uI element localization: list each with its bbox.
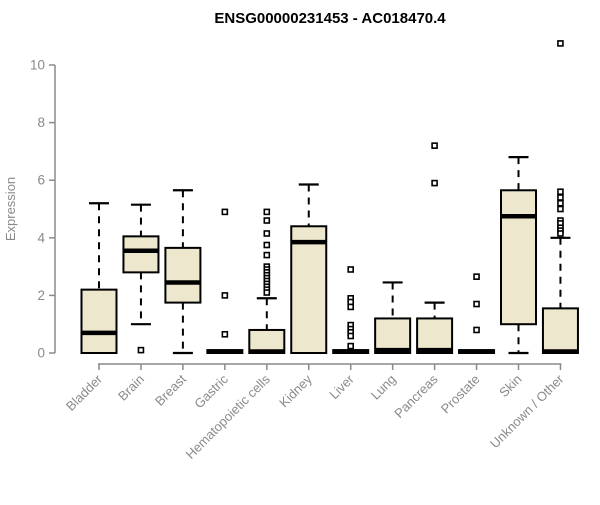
outlier-point bbox=[557, 194, 564, 201]
box-pancreas bbox=[416, 142, 454, 355]
outlier-point bbox=[263, 241, 271, 249]
outlier-point bbox=[263, 217, 271, 224]
iqr-box bbox=[416, 317, 454, 355]
outlier-point bbox=[557, 188, 564, 196]
box-hematopoietic-cells bbox=[248, 208, 286, 354]
box-prostate bbox=[458, 273, 496, 354]
x-tick-label: Skin bbox=[496, 372, 524, 400]
x-tick-label: Gastric bbox=[191, 371, 231, 411]
box-skin bbox=[500, 156, 537, 355]
box-lung bbox=[374, 281, 412, 355]
iqr-box bbox=[374, 317, 412, 355]
outlier-point bbox=[263, 251, 271, 259]
y-tick-label: 10 bbox=[30, 58, 45, 73]
x-tick-label: Breast bbox=[152, 371, 189, 408]
box-breast bbox=[164, 189, 202, 355]
outlier-point bbox=[263, 230, 271, 237]
outlier-point bbox=[347, 303, 355, 311]
x-tick-label: Bladder bbox=[63, 371, 106, 414]
y-tick-label: 2 bbox=[37, 288, 45, 303]
iqr-box bbox=[164, 246, 202, 304]
outlier-point bbox=[473, 273, 480, 280]
iqr-box bbox=[122, 235, 160, 274]
x-tick-label: Kidney bbox=[276, 371, 315, 410]
outlier-point bbox=[263, 208, 271, 216]
outlier-point bbox=[221, 330, 229, 338]
outlier-point bbox=[137, 346, 145, 354]
y-tick-label: 0 bbox=[37, 346, 45, 361]
outlier-point bbox=[431, 179, 438, 187]
outlier-point bbox=[431, 142, 438, 149]
iqr-box bbox=[80, 288, 118, 355]
x-tick-label: Unknown / Other bbox=[487, 371, 567, 451]
box-gastric bbox=[206, 208, 244, 354]
outlier-point bbox=[473, 326, 480, 334]
outlier-point bbox=[347, 266, 355, 273]
iqr-box bbox=[290, 225, 328, 354]
box-kidney bbox=[290, 183, 328, 354]
chart-title: ENSG00000231453 - AC018470.4 bbox=[214, 10, 446, 27]
outlier-point bbox=[557, 40, 564, 47]
box-brain bbox=[122, 203, 160, 354]
outlier-point bbox=[557, 205, 564, 213]
y-tick-label: 6 bbox=[37, 173, 45, 188]
x-tick-label: Pancreas bbox=[391, 371, 441, 421]
outlier-point bbox=[263, 289, 271, 296]
outlier-point bbox=[347, 342, 355, 350]
outlier-point bbox=[557, 199, 564, 207]
iqr-box bbox=[500, 189, 537, 326]
x-tick-label: Liver bbox=[326, 371, 357, 402]
y-tick-label: 8 bbox=[37, 115, 45, 130]
plot-area bbox=[80, 40, 579, 355]
x-tick-label: Brain bbox=[115, 372, 147, 404]
y-axis: 0 2 4 6 8 10 bbox=[30, 58, 56, 361]
x-tick-label: Lung bbox=[368, 372, 399, 403]
outlier-point bbox=[347, 332, 355, 340]
x-tick-label: Prostate bbox=[438, 372, 483, 417]
outlier-point bbox=[221, 208, 229, 216]
box-liver bbox=[332, 266, 370, 354]
iqr-box bbox=[541, 307, 579, 354]
y-axis-label: Expression bbox=[3, 177, 18, 241]
outlier-point bbox=[557, 230, 564, 237]
box-bladder bbox=[80, 202, 118, 355]
outlier-point bbox=[473, 300, 480, 308]
outlier-point bbox=[221, 292, 229, 299]
box-unknown-other bbox=[541, 40, 579, 354]
y-tick-label: 4 bbox=[37, 230, 45, 245]
